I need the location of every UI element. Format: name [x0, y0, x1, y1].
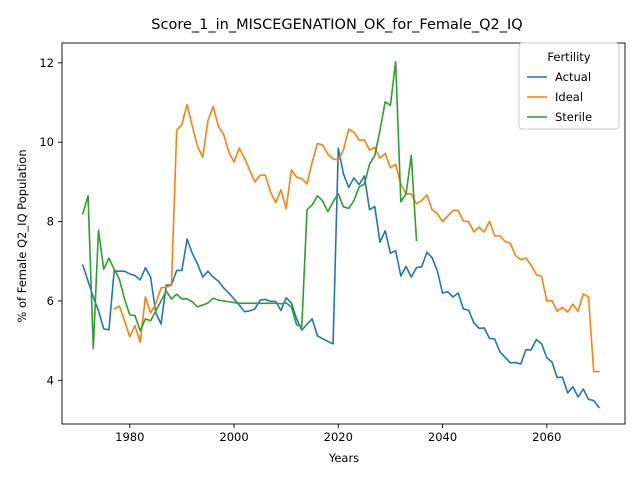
x-tick-label: 2020	[324, 430, 353, 444]
legend-title: Fertility	[547, 50, 590, 64]
y-axis-label: % of Female Q2_IQ Population	[15, 149, 29, 322]
legend-label-actual: Actual	[555, 70, 591, 84]
legend-frame	[518, 42, 620, 130]
legend-label-ideal: Ideal	[555, 90, 583, 104]
series-line-ideal	[113, 103, 600, 373]
x-axis-label: Years	[328, 451, 359, 465]
legend: Fertility Actual Ideal Sterile	[518, 42, 620, 130]
series-line-sterile	[81, 60, 418, 350]
x-tick-label: 2000	[219, 430, 248, 444]
plot-frame	[61, 42, 626, 425]
legend-label-sterile: Sterile	[555, 110, 592, 124]
y-tick-label: 10	[39, 135, 54, 149]
x-tick-label: 1980	[115, 430, 144, 444]
series-line-actual	[81, 147, 601, 409]
y-tick-label: 4	[47, 373, 54, 387]
y-tick-label: 8	[47, 215, 54, 229]
x-tick-label: 2060	[532, 430, 561, 444]
chart-title: Score_1_in_MISCEGENATION_OK_for_Female_Q…	[151, 17, 522, 33]
x-tick-label: 2040	[428, 430, 457, 444]
y-tick-label: 6	[47, 294, 54, 308]
y-tick-label: 12	[39, 56, 54, 70]
